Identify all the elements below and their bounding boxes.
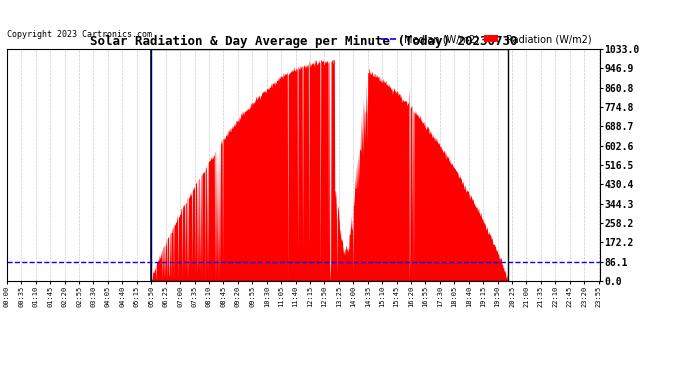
Title: Solar Radiation & Day Average per Minute (Today) 20230730: Solar Radiation & Day Average per Minute…	[90, 34, 518, 48]
Text: Copyright 2023 Cartronics.com: Copyright 2023 Cartronics.com	[7, 30, 152, 39]
Legend: Median (W/m2), Radiation (W/m2): Median (W/m2), Radiation (W/m2)	[377, 30, 595, 48]
Bar	[151, 49, 508, 281]
